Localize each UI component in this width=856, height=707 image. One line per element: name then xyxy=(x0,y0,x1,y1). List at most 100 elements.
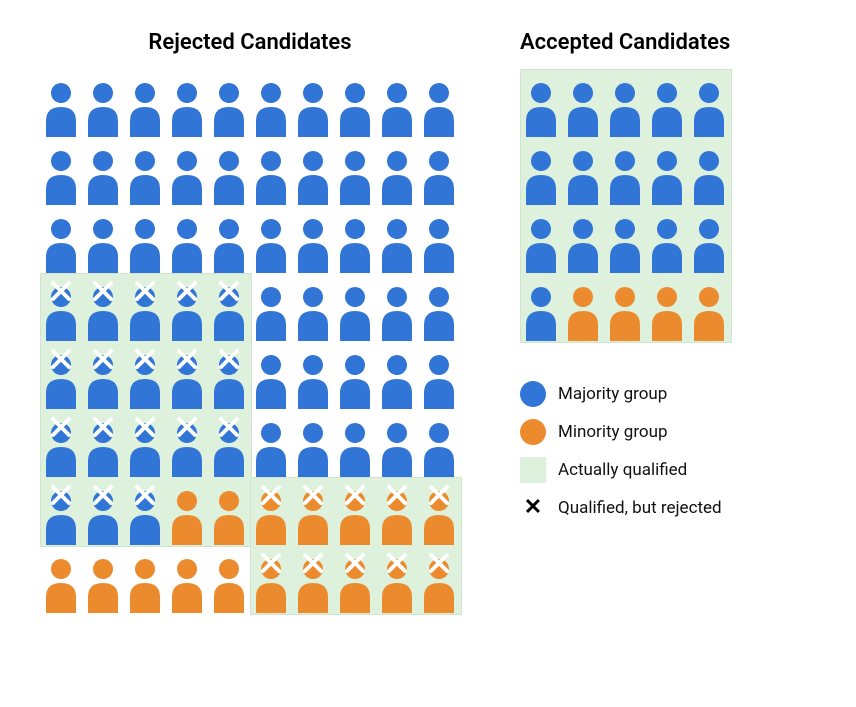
person-icon xyxy=(378,149,416,205)
grid-cell xyxy=(166,477,208,545)
grid-cell xyxy=(334,69,376,137)
grid-cell xyxy=(250,137,292,205)
accepted-column: Accepted Candidates xyxy=(520,30,730,341)
grid-cell xyxy=(40,341,82,409)
rejected-column: Rejected Candidates xyxy=(40,30,460,613)
rejected-grid-wrap xyxy=(40,69,460,613)
person-icon xyxy=(378,285,416,341)
grid-cell xyxy=(418,69,460,137)
grid-cell xyxy=(250,409,292,477)
legend-square-icon xyxy=(520,457,546,483)
grid-cell xyxy=(292,545,334,613)
person-icon xyxy=(210,81,248,137)
person-icon xyxy=(42,557,80,613)
grid-cell xyxy=(208,477,250,545)
grid-cell xyxy=(418,273,460,341)
person-icon xyxy=(252,149,290,205)
grid-cell xyxy=(334,409,376,477)
person-icon xyxy=(168,557,206,613)
grid-cell xyxy=(292,409,334,477)
grid-cell xyxy=(250,205,292,273)
person-icon xyxy=(84,217,122,273)
legend-x-icon: ✕ xyxy=(524,497,542,519)
person-icon xyxy=(210,285,248,341)
grid-cell xyxy=(166,341,208,409)
person-icon xyxy=(126,489,164,545)
legend-row: Actually qualified xyxy=(520,457,722,483)
person-icon xyxy=(690,81,728,137)
grid-cell xyxy=(376,341,418,409)
grid-cell xyxy=(418,137,460,205)
grid-cell xyxy=(376,137,418,205)
grid-cell xyxy=(418,341,460,409)
person-icon xyxy=(84,557,122,613)
grid-cell xyxy=(376,205,418,273)
grid-cell xyxy=(292,137,334,205)
grid-cell xyxy=(562,69,604,137)
grid-cell xyxy=(334,137,376,205)
grid-cell xyxy=(208,409,250,477)
person-icon xyxy=(420,557,458,613)
grid-cell xyxy=(208,137,250,205)
grid-cell xyxy=(646,69,688,137)
person-icon xyxy=(168,81,206,137)
person-icon xyxy=(420,353,458,409)
person-icon xyxy=(126,149,164,205)
person-icon xyxy=(294,149,332,205)
person-icon xyxy=(522,81,560,137)
person-icon xyxy=(378,81,416,137)
person-icon xyxy=(42,489,80,545)
person-icon xyxy=(210,149,248,205)
legend-row: ✕Qualified, but rejected xyxy=(520,495,722,521)
person-icon xyxy=(42,81,80,137)
grid-cell xyxy=(82,477,124,545)
legend-label: Actually qualified xyxy=(558,460,687,480)
person-icon xyxy=(378,557,416,613)
grid-cell xyxy=(124,477,166,545)
grid-cell xyxy=(124,341,166,409)
grid-cell xyxy=(250,273,292,341)
person-icon xyxy=(84,353,122,409)
person-icon xyxy=(690,217,728,273)
person-icon xyxy=(336,217,374,273)
grid-cell xyxy=(124,545,166,613)
grid-cell xyxy=(520,137,562,205)
accepted-grid-wrap xyxy=(520,69,730,341)
grid-cell xyxy=(520,69,562,137)
grid-cell xyxy=(40,205,82,273)
grid-cell xyxy=(124,409,166,477)
person-icon xyxy=(252,285,290,341)
person-icon xyxy=(606,217,644,273)
grid-cell xyxy=(40,137,82,205)
person-icon xyxy=(420,217,458,273)
person-icon xyxy=(294,421,332,477)
person-icon xyxy=(378,489,416,545)
person-icon xyxy=(252,217,290,273)
rejected-grid xyxy=(40,69,460,613)
person-icon xyxy=(42,217,80,273)
grid-cell xyxy=(40,273,82,341)
grid-cell xyxy=(40,545,82,613)
person-icon xyxy=(42,149,80,205)
person-icon xyxy=(564,285,602,341)
grid-cell xyxy=(208,341,250,409)
grid-cell xyxy=(292,273,334,341)
grid-cell xyxy=(646,273,688,341)
grid-cell xyxy=(604,205,646,273)
person-icon xyxy=(690,149,728,205)
person-icon xyxy=(420,421,458,477)
rejected-title: Rejected Candidates xyxy=(148,30,351,55)
grid-cell xyxy=(208,205,250,273)
person-icon xyxy=(84,81,122,137)
person-icon xyxy=(336,149,374,205)
grid-cell xyxy=(40,69,82,137)
person-icon xyxy=(126,217,164,273)
person-icon xyxy=(336,81,374,137)
person-icon xyxy=(126,81,164,137)
person-icon xyxy=(84,285,122,341)
accepted-grid xyxy=(520,69,730,341)
person-icon xyxy=(42,285,80,341)
grid-cell xyxy=(292,341,334,409)
grid-cell xyxy=(250,341,292,409)
person-icon xyxy=(168,217,206,273)
